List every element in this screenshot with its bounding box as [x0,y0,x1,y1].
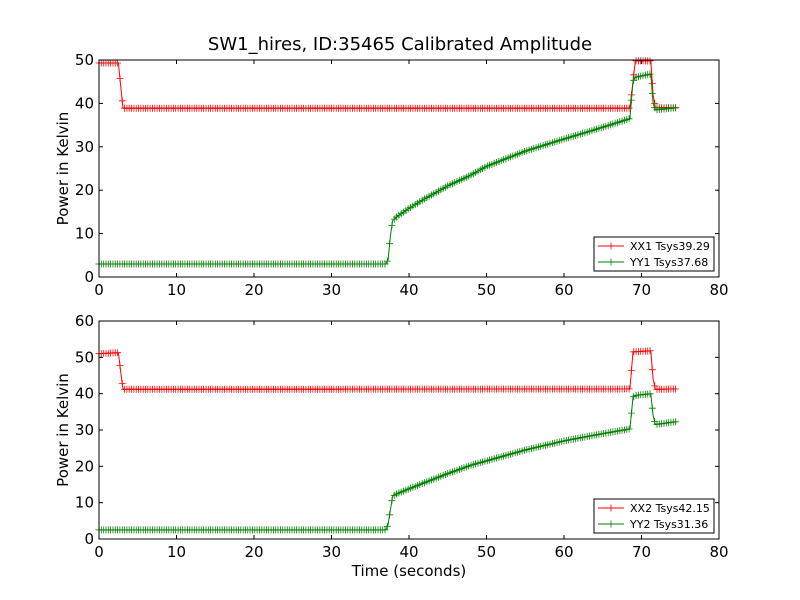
plus-marker [627,409,635,417]
series-yy2 [95,390,680,534]
plus-marker [646,390,654,398]
plus-marker [625,425,633,433]
x-tick-label: 60 [554,543,573,561]
plus-marker [648,366,656,374]
x-tick-label: 50 [477,543,496,561]
x-tick-label: 0 [94,281,104,299]
plus-marker [625,115,633,123]
y-tick-label: 0 [84,530,94,548]
y-tick-label: 0 [84,268,94,286]
y-axis-label: Power in Kelvin [54,112,72,226]
series-line [99,73,677,265]
x-tick-label: 20 [244,281,263,299]
x-tick-label: 0 [94,543,104,561]
plus-marker [118,380,126,387]
x-tick-label: 30 [322,543,341,561]
y-tick-label: 40 [75,94,94,112]
plus-marker [646,70,654,78]
plus-marker [672,385,680,393]
series-xx1 [95,57,680,112]
plus-marker [646,347,654,355]
y-tick-label: 20 [75,181,94,199]
legend-marker [607,504,615,512]
legend: XX1 Tsys39.29 YY1 Tsys37.68 [593,236,715,272]
y-tick-label: 50 [75,51,94,69]
plus-marker [625,104,633,112]
legend-entry: XX1 Tsys39.29 [630,240,710,253]
series-yy1 [95,70,680,268]
plus-marker [381,526,389,534]
plus-marker [116,74,124,82]
legend-entry: XX2 Tsys42.15 [630,502,710,515]
y-tick-label: 20 [75,457,94,475]
legend: XX2 Tsys42.15 YY2 Tsys31.36 [593,498,715,534]
x-tick-label: 70 [632,543,651,561]
x-axis-label: Time (seconds) [351,562,467,580]
plus-marker [648,90,656,98]
y-tick-label: 60 [75,312,94,330]
plus-marker [116,361,124,369]
y-tick-label: 30 [75,421,94,439]
x-tick-label: 30 [322,281,341,299]
x-tick-label: 80 [709,543,728,561]
x-tick-label: 50 [477,281,496,299]
plus-marker [388,222,396,230]
plus-marker [646,57,654,65]
x-tick-label: 40 [399,543,418,561]
plus-marker [672,104,680,112]
legend-marker [607,520,615,528]
series-line [99,393,677,531]
x-tick-label: 60 [554,281,573,299]
plus-marker [114,59,122,67]
plus-marker [386,511,394,519]
plus-marker [627,366,635,374]
x-tick-label: 70 [632,281,651,299]
plus-marker [386,240,394,248]
plus-marker [625,385,633,393]
series-xx2 [95,347,680,393]
plus-marker [383,522,391,530]
x-tick-label: 10 [167,281,186,299]
plus-marker [383,257,391,265]
legend-frame [593,498,715,534]
plus-marker [114,349,122,357]
y-tick-label: 10 [75,494,94,512]
legend-frame [593,236,715,272]
plus-marker [648,404,656,412]
y-axis-label: Power in Kelvin [54,373,72,487]
subplot-2: 0 10 20 30 40 50 60 70 80 0 10 20 30 40 50 60 Power in K… [54,312,729,580]
x-tick-label: 20 [244,543,263,561]
y-tick-label: 30 [75,138,94,156]
chart-title: SW1_hires, ID:35465 Calibrated Amplitude [207,34,593,55]
legend-marker [607,242,615,250]
x-tick-label: 40 [399,281,418,299]
series-line [98,350,677,390]
x-tick-label: 80 [709,281,728,299]
legend-marker [607,258,615,266]
subplot-1: 0 10 20 30 40 50 60 70 80 0 10 20 30 40 50 Power in Kel… [54,51,729,299]
series-line [99,60,677,109]
legend-entry: YY2 Tsys31.36 [629,518,708,531]
y-tick-label: 40 [75,385,94,403]
plus-marker [672,418,680,426]
y-tick-label: 10 [75,225,94,243]
plus-marker [627,96,635,104]
plus-marker [118,97,126,105]
plus-marker [388,497,396,505]
y-tick-label: 50 [75,348,94,366]
x-tick-label: 10 [167,543,186,561]
legend-entry: YY1 Tsys37.68 [629,256,708,269]
plus-marker [648,79,656,87]
